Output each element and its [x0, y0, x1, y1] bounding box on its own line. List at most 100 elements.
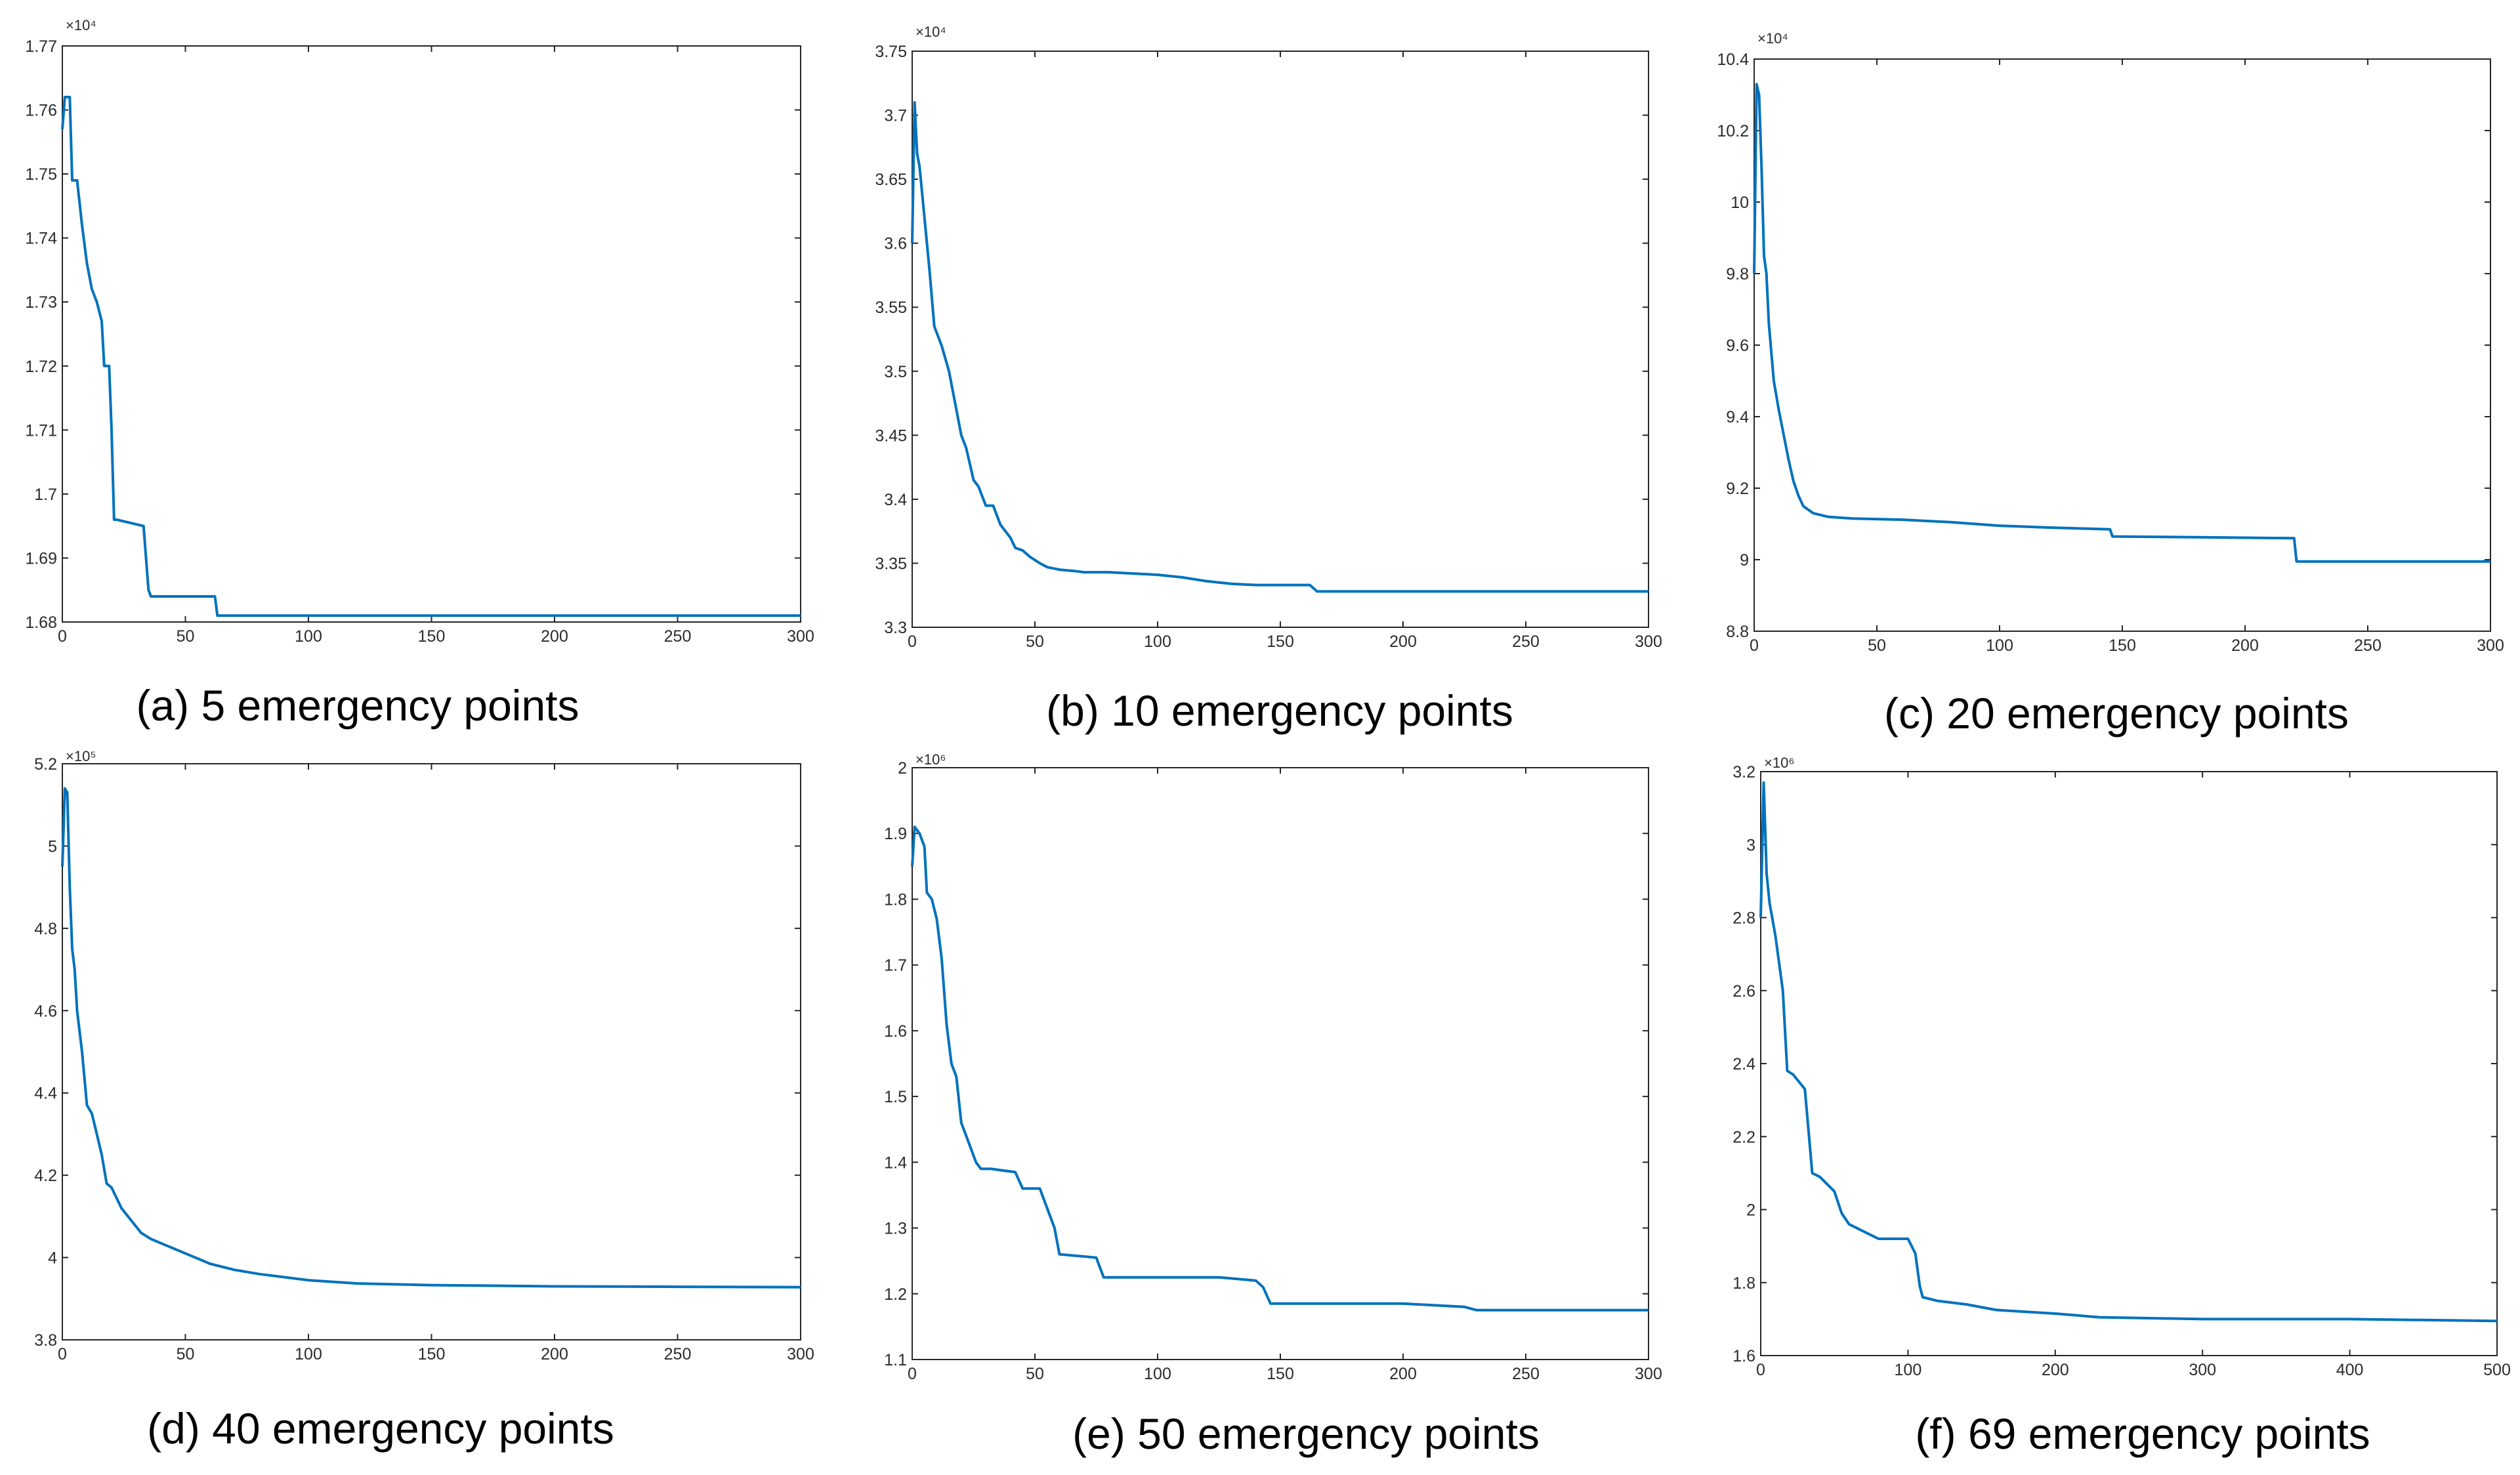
caption-b: (b) 10 emergency points: [1046, 686, 1513, 735]
y-tick-label-f: 3.2: [1732, 763, 1755, 781]
x-tick-label-c: 50: [1868, 636, 1886, 655]
x-tick-label-a: 100: [295, 627, 322, 646]
x-tick-label-e: 300: [1635, 1365, 1662, 1383]
y-tick-label-c: 9: [1740, 551, 1749, 570]
x-tick-label-a: 250: [664, 627, 692, 646]
x-tick-label-d: 150: [418, 1345, 446, 1363]
y-tick-label-c: 10.4: [1717, 51, 1749, 69]
x-tick-label-c: 200: [2231, 636, 2259, 655]
caption-f: (f) 69 emergency points: [1915, 1409, 2370, 1458]
plot-frame-a: [62, 45, 801, 623]
x-tick-label-f: 300: [2189, 1361, 2216, 1379]
y-tick-label-c: 9.8: [1726, 265, 1749, 283]
panel-b: ×10⁴ (b) 10 emergency points 0 50 100 150 20…: [875, 24, 1662, 735]
y-tick-label-c: 10: [1731, 194, 1749, 212]
y-tick-label-f: 3: [1746, 836, 1755, 854]
y-tick-label-a: 1.75: [25, 165, 57, 184]
y-tick-label-b: 3.4: [884, 491, 907, 509]
y-tick-label-a: 1.7: [34, 486, 57, 504]
y-tick-label-e: 1.3: [884, 1220, 907, 1238]
axis-exponent-b: ×10⁴: [915, 24, 946, 40]
y-tick-label-b: 3.65: [875, 171, 907, 189]
plot-frame-c: [1754, 58, 2491, 632]
series-line-f: [1759, 781, 2498, 1323]
y-tick-label-d: 4.8: [34, 920, 57, 938]
x-tick-label-a: 50: [177, 627, 195, 646]
y-tick-label-f: 1.8: [1732, 1274, 1755, 1293]
x-tick-label-b: 300: [1635, 633, 1662, 651]
y-tick-label-c: 10.2: [1717, 122, 1749, 140]
y-tick-label-a: 1.71: [25, 421, 57, 440]
x-tick-label-d: 50: [177, 1345, 195, 1363]
y-tick-label-f: 2.2: [1732, 1128, 1755, 1146]
x-tick-label-b: 0: [908, 633, 917, 651]
panel-c: ×10⁴ (c) 20 emergency points 0 50 100 150 20…: [1717, 30, 2504, 738]
y-tick-label-b: 3.6: [884, 235, 907, 253]
caption-d: (d) 40 emergency points: [147, 1404, 614, 1453]
y-tick-label-c: 9.2: [1726, 480, 1749, 498]
y-tick-label-f: 2: [1746, 1201, 1755, 1220]
plot-frame-d: [62, 763, 801, 1340]
caption-c: (c) 20 emergency points: [1884, 689, 2349, 738]
y-tick-label-f: 2.8: [1732, 909, 1755, 928]
x-tick-label-a: 150: [418, 627, 446, 646]
axis-exponent-d: ×10⁵: [66, 748, 96, 764]
y-tick-label-c: 9.6: [1726, 337, 1749, 355]
x-tick-label-e: 200: [1389, 1365, 1417, 1383]
plot-frame-e: [912, 767, 1649, 1360]
x-tick-label-d: 0: [58, 1345, 67, 1363]
y-tick-label-d: 4.2: [34, 1167, 57, 1185]
x-tick-label-d: 200: [541, 1345, 568, 1363]
y-tick-label-b: 3.45: [875, 426, 907, 445]
y-tick-label-d: 4: [48, 1249, 57, 1268]
y-tick-label-f: 2.4: [1732, 1055, 1755, 1073]
panel-f: ×10⁶ (f) 69 emergency points 0 100 200 300 4…: [1732, 755, 2511, 1458]
x-tick-label-e: 100: [1144, 1365, 1171, 1383]
x-tick-label-d: 100: [295, 1345, 322, 1363]
axis-exponent-f: ×10⁶: [1764, 755, 1794, 771]
x-tick-label-d: 300: [787, 1345, 814, 1363]
x-tick-label-a: 0: [58, 627, 67, 646]
caption-a: (a) 5 emergency points: [136, 681, 579, 730]
x-tick-label-b: 200: [1389, 633, 1417, 651]
series-line-e: [911, 825, 1648, 1312]
y-tick-label-a: 1.72: [25, 358, 57, 376]
x-tick-label-f: 0: [1756, 1361, 1765, 1379]
y-tick-label-b: 3.5: [884, 363, 907, 381]
y-tick-label-e: 1.7: [884, 957, 907, 975]
y-tick-label-a: 1.73: [25, 293, 57, 312]
y-tick-label-d: 4.4: [34, 1085, 57, 1103]
y-tick-label-e: 1.9: [884, 825, 907, 843]
x-tick-label-c: 250: [2354, 636, 2382, 655]
x-tick-label-e: 250: [1512, 1365, 1540, 1383]
y-tick-label-b: 3.3: [884, 619, 907, 637]
panel-d: ×10⁵ (d) 40 emergency points 0 50 100 150 20…: [34, 748, 814, 1453]
series-line-c: [1753, 83, 2490, 563]
y-tick-label-b: 3.35: [875, 554, 907, 573]
x-tick-label-f: 100: [1895, 1361, 1922, 1379]
x-tick-label-e: 0: [908, 1365, 917, 1383]
series-line-b: [911, 101, 1648, 593]
x-tick-label-b: 100: [1144, 633, 1171, 651]
x-tick-label-a: 200: [541, 627, 568, 646]
y-tick-label-c: 9.4: [1726, 408, 1749, 426]
y-tick-label-c: 8.8: [1726, 623, 1749, 641]
y-tick-label-b: 3.75: [875, 43, 907, 61]
y-tick-label-d: 5: [48, 837, 57, 856]
x-tick-label-f: 500: [2483, 1361, 2511, 1379]
y-tick-label-d: 4.6: [34, 1002, 57, 1020]
axis-exponent-c: ×10⁴: [1757, 30, 1788, 47]
y-tick-label-e: 1.5: [884, 1088, 907, 1106]
y-tick-label-b: 3.55: [875, 299, 907, 317]
x-tick-label-b: 50: [1026, 633, 1044, 651]
plot-frame-b: [912, 51, 1649, 628]
y-tick-label-a: 1.76: [25, 102, 57, 120]
panel-a: ×10⁴ (a) 5 emergency points 0 50 100 150 200…: [25, 17, 814, 730]
y-tick-label-d: 5.2: [34, 755, 57, 774]
y-tick-label-e: 2: [898, 759, 907, 778]
y-tick-label-e: 1.2: [884, 1285, 907, 1304]
caption-e: (e) 50 emergency points: [1072, 1409, 1540, 1458]
y-tick-label-a: 1.74: [25, 230, 57, 248]
y-tick-label-a: 1.68: [25, 613, 57, 632]
